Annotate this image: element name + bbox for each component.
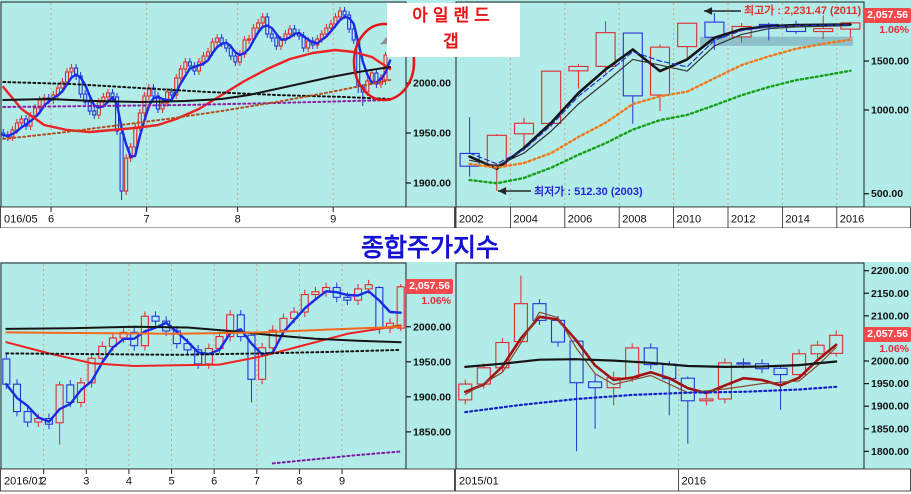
ma-dotted-green	[468, 69, 852, 185]
ma-dotted-black	[2, 81, 392, 100]
lowest-price-annotation: 최저가 : 512.30 (2003)	[534, 186, 643, 198]
y-axis-label: 2200.00	[871, 265, 909, 277]
support-zone-band	[700, 36, 853, 46]
ma-thick-black	[468, 23, 852, 170]
x-axis-label: 2016	[682, 476, 706, 488]
y-axis-label: 1850.00	[871, 423, 909, 435]
y-axis-label: 2000.00	[413, 78, 451, 90]
x-axis-label: 9	[330, 214, 336, 226]
x-axis-label: 7	[144, 214, 150, 226]
x-axis-label: 3	[83, 476, 89, 488]
x-axis-label: 2004	[513, 214, 537, 226]
ma-thin-brown	[464, 311, 837, 396]
x-axis-label: 2014	[785, 214, 809, 226]
x-axis-label: 2002	[459, 214, 483, 226]
price-label-yearly: 2,057.56 1.06%	[864, 8, 911, 37]
x-axis-label: 016/05	[4, 214, 38, 226]
price-value: 2,057.56	[864, 8, 911, 23]
y-axis-label: 2100.00	[871, 310, 909, 322]
y-axis-label: 2000.00	[413, 321, 451, 333]
y-axis-label: 1800.00	[871, 446, 909, 458]
x-axis-label: 8	[296, 476, 302, 488]
ma-black	[464, 358, 838, 368]
x-axis-label: 6	[211, 476, 217, 488]
highest-price-annotation: 최고가 : 2,231.47 (2011)	[744, 5, 862, 17]
x-axis-label: 2008	[622, 214, 646, 226]
y-axis-label: 1900.00	[413, 391, 451, 403]
island-gap-annotation: 아일랜드 갭	[387, 3, 520, 57]
ma-fast-blue	[5, 290, 402, 423]
price-value: 2,057.56	[864, 327, 911, 342]
price-change-pct: 1.06%	[879, 24, 909, 36]
price-change-pct: 1.06%	[879, 343, 909, 355]
ma-dark-red	[463, 315, 838, 395]
y-axis-label: 1000.00	[871, 105, 909, 117]
ma-dashed-blue	[469, 24, 852, 165]
x-axis-label: 2012	[731, 214, 755, 226]
x-axis-label: 7	[254, 476, 260, 488]
y-axis-label: 1950.00	[413, 356, 451, 368]
island-gap-circle	[352, 22, 416, 102]
chart-yearly-candlestick: 1500.00 1000.00 500.00 2002 2004 2006 2008 2010…	[455, 0, 911, 228]
chart-background	[0, 262, 455, 469]
x-axis-label: 8	[235, 214, 241, 226]
island-gap-text-line1: 아일랜드	[412, 6, 495, 25]
ma-thin-black	[469, 24, 852, 167]
ma-dotted-black	[5, 348, 402, 356]
price-change-pct: 1.06%	[421, 295, 451, 307]
ma-dotted-purple	[271, 450, 402, 465]
x-axis-label: 2	[41, 476, 47, 488]
candles-layer	[459, 13, 861, 191]
ma-orange	[5, 325, 402, 335]
x-axis-strip	[0, 468, 455, 492]
y-axis-label: 1900.00	[871, 401, 909, 413]
x-axis-label: 4	[126, 476, 132, 488]
ma-dotted-brown	[2, 79, 392, 140]
chart-monthly-candlestick: 2200.00 2150.00 2100.00 2000.00 1950.00 1900.…	[455, 262, 911, 494]
x-axis-label: 6	[48, 214, 54, 226]
y-axis-label: 1950.00	[413, 128, 451, 140]
ma-dotted-blue	[464, 385, 838, 414]
y-axis-label: 2150.00	[871, 288, 909, 300]
price-label-weekly: 2,057.56 1.06%	[406, 279, 453, 308]
ma-black	[5, 325, 402, 344]
y-axis-label: 1850.00	[413, 426, 451, 438]
ma-black	[2, 66, 392, 103]
x-axis-label: 2015/01	[459, 476, 499, 488]
y-axis-label: 1950.00	[871, 378, 909, 390]
x-axis-label: 2016	[840, 214, 864, 226]
y-axis-label: 1900.00	[413, 178, 451, 190]
price-value: 2,057.56	[406, 279, 453, 294]
x-axis-strip	[0, 206, 455, 228]
x-axis-label: 2016/01	[4, 476, 44, 488]
y-axis-label: 2000.00	[871, 356, 909, 368]
page-title: 종합주가지수	[360, 235, 499, 262]
chart-daily-candlestick: 2000.00 1950.00 1900.00 016/05 6 7 8 9	[0, 0, 455, 228]
ma-red	[2, 48, 392, 134]
x-axis-label: 2006	[568, 214, 592, 226]
x-axis-label: 5	[168, 476, 174, 488]
ma-dotted-orange	[468, 38, 852, 169]
ma-dotted-purple	[2, 99, 392, 108]
island-gap-text-line2: 갭	[443, 32, 464, 51]
x-axis-label: 9	[339, 476, 345, 488]
price-label-monthly: 2,057.56 1.06%	[864, 327, 911, 356]
x-axis-label: 2010	[677, 214, 701, 226]
y-axis-label: 1500.00	[871, 56, 909, 68]
chart-weekly-candlestick: 2000.00 1950.00 1900.00 1850.00 2016/012 3 4 5 6…	[0, 262, 455, 494]
y-axis-label: 500.00	[871, 188, 903, 200]
